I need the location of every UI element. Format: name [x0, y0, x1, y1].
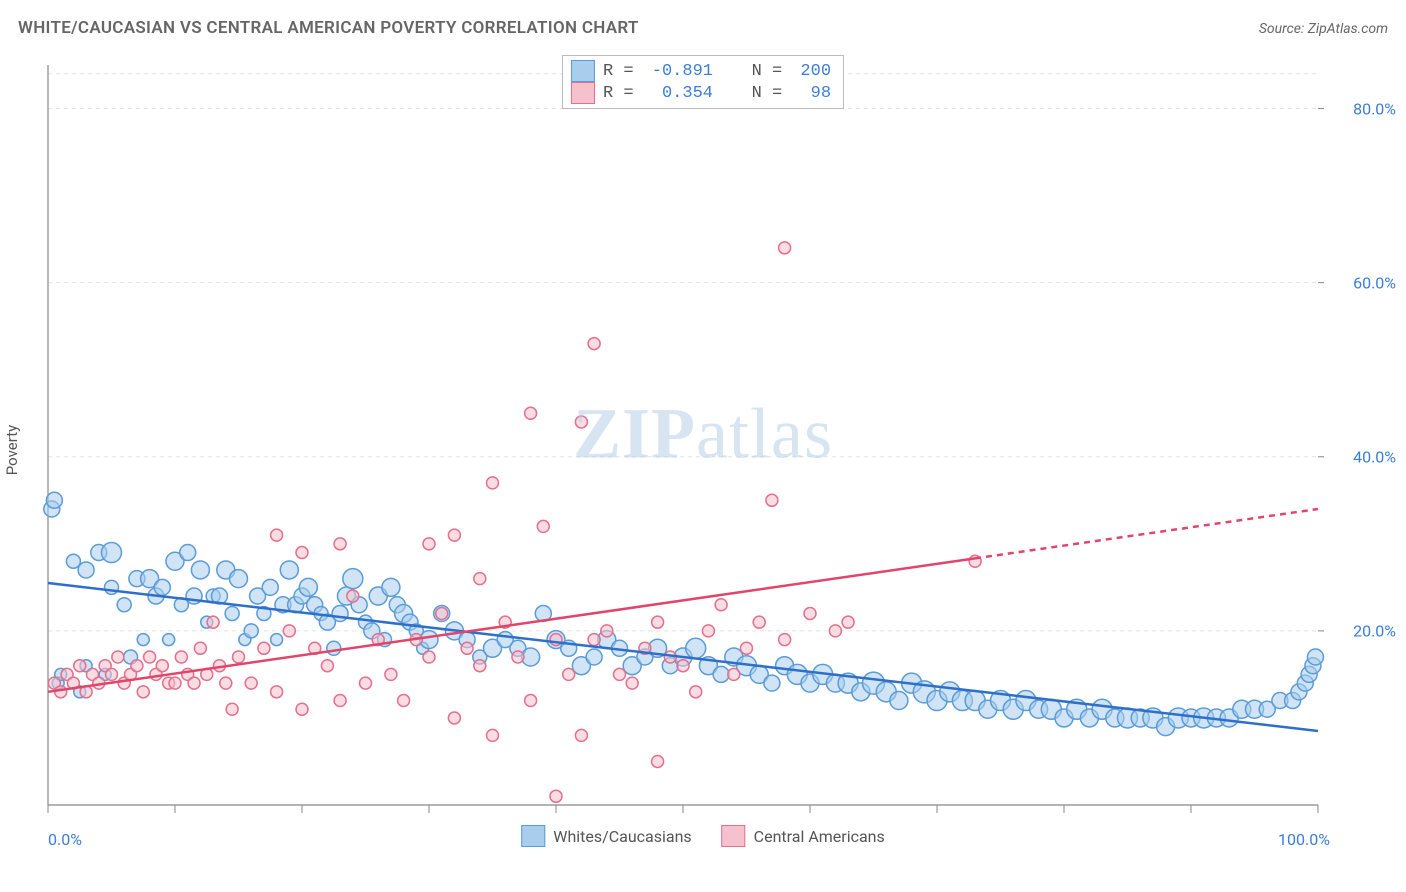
stats-row: R = 0.354 N = 98: [571, 82, 831, 104]
r-label: R =: [603, 62, 644, 81]
series-swatch: [571, 82, 595, 104]
series-swatch: [571, 60, 595, 82]
n-value: 98: [800, 84, 831, 103]
header: WHITE/CAUCASIAN VS CENTRAL AMERICAN POVE…: [18, 18, 1388, 38]
legend-item: Central Americans: [722, 825, 885, 847]
x-tick-label: 100.0%: [1278, 830, 1330, 849]
y-tick-label: 60.0%: [1353, 273, 1396, 292]
stats-row: R = -0.891 N = 200: [571, 60, 831, 82]
legend-swatch: [722, 825, 746, 847]
legend-swatch: [521, 825, 545, 847]
y-tick-label: 40.0%: [1353, 447, 1396, 466]
y-tick-label: 80.0%: [1353, 99, 1396, 118]
n-value: 200: [800, 62, 831, 81]
r-label: R =: [603, 84, 644, 103]
chart-title: WHITE/CAUCASIAN VS CENTRAL AMERICAN POVE…: [18, 18, 639, 38]
source-attribution: Source: ZipAtlas.com: [1259, 21, 1388, 37]
plot-area: Poverty ZIPatlas R = -0.891 N = 200R = 0…: [18, 55, 1388, 845]
scatter-plot-svg: [18, 55, 1388, 845]
legend-label: Whites/Caucasians: [553, 827, 691, 846]
y-axis-label: Poverty: [3, 425, 21, 475]
r-value: 0.354: [652, 84, 713, 103]
n-label: N =: [721, 84, 792, 103]
y-tick-label: 20.0%: [1353, 621, 1396, 640]
legend-item: Whites/Caucasians: [521, 825, 691, 847]
x-tick-label: 0.0%: [48, 830, 82, 849]
correlation-stats-box: R = -0.891 N = 200R = 0.354 N = 98: [562, 55, 844, 109]
n-label: N =: [721, 62, 792, 81]
legend-label: Central Americans: [754, 827, 885, 846]
r-value: -0.891: [652, 62, 713, 81]
series-legend: Whites/Caucasians Central Americans: [521, 825, 885, 847]
